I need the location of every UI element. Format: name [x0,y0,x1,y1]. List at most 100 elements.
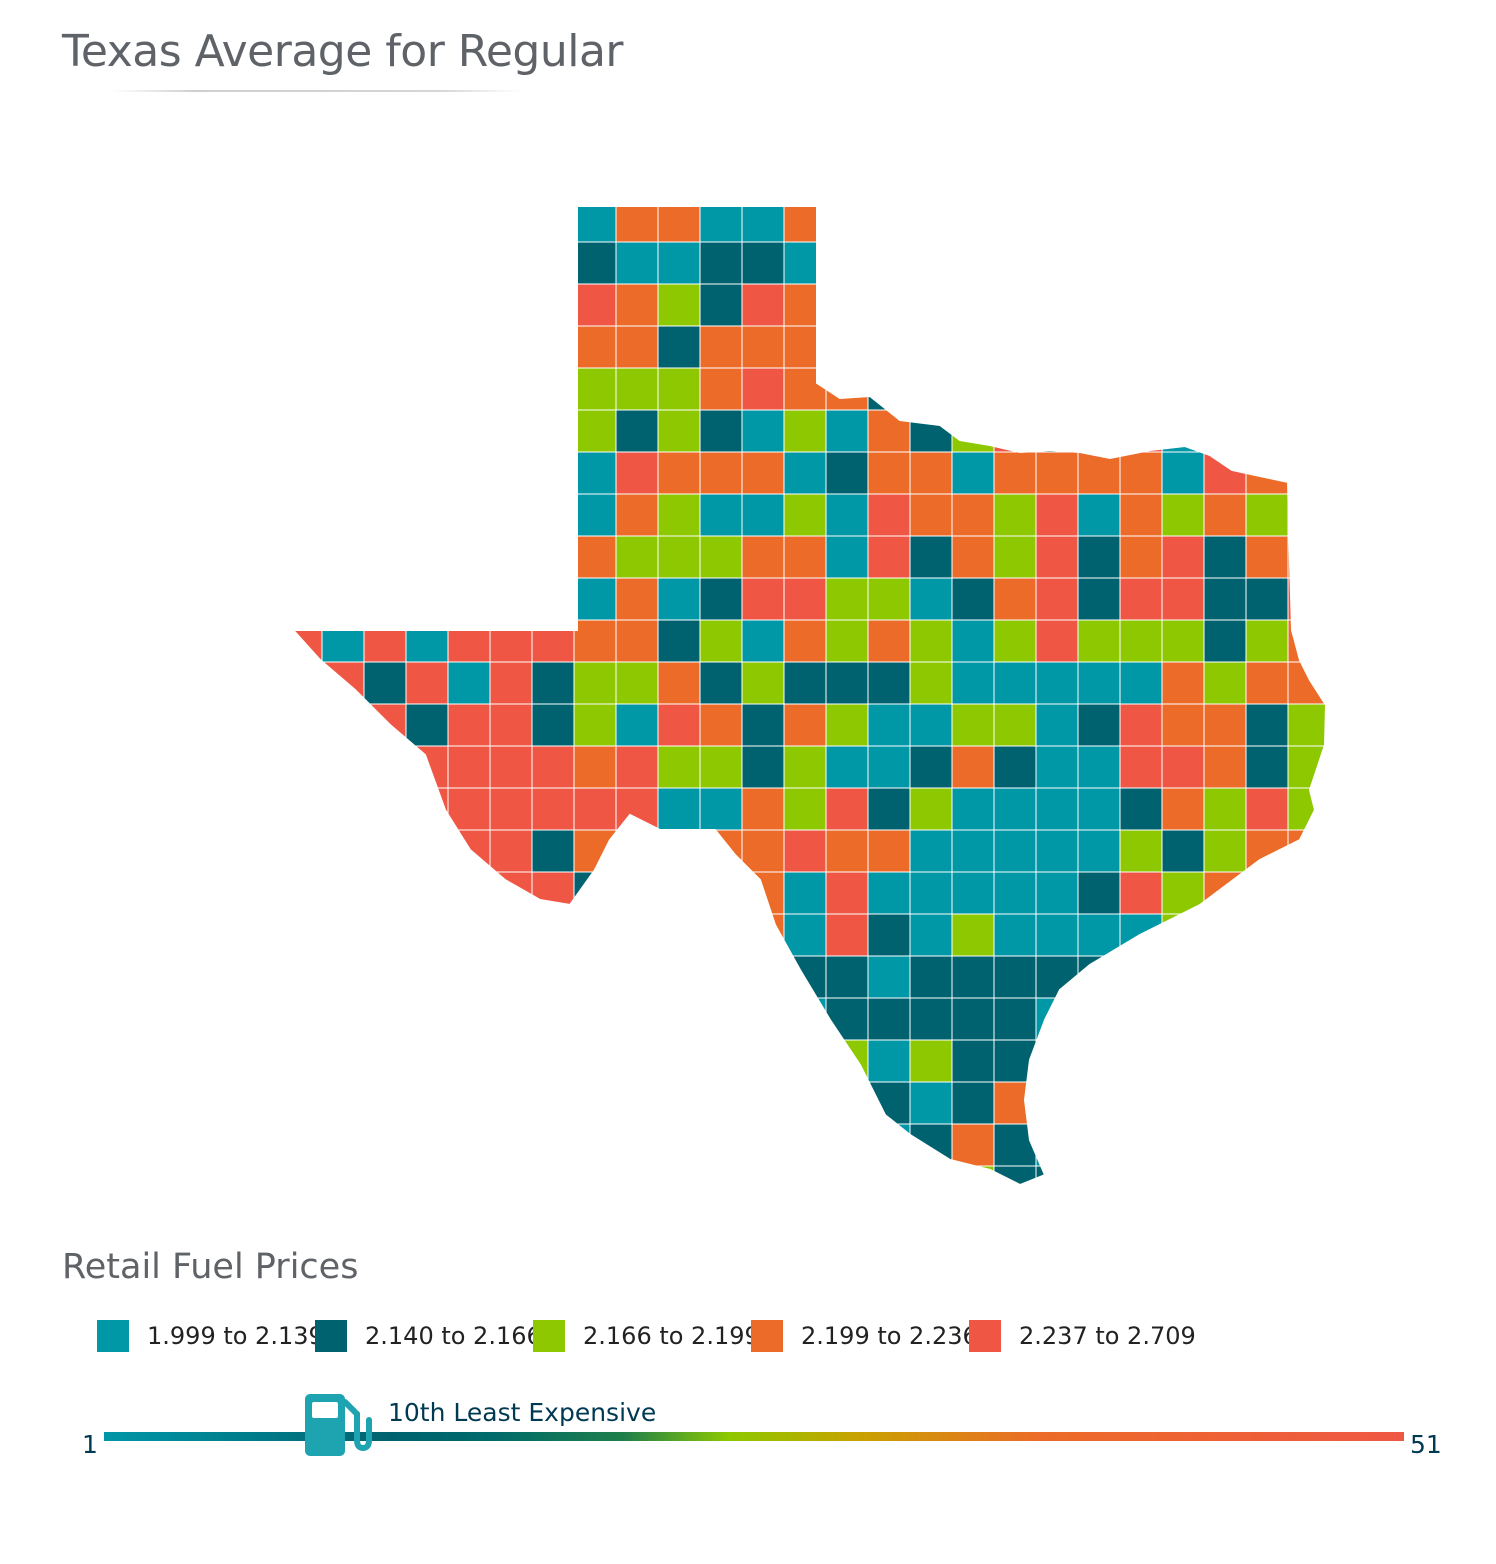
county-tile[interactable] [573,829,617,873]
county-tile[interactable] [1203,451,1247,495]
county-tile[interactable] [321,1081,365,1125]
county-tile[interactable] [489,955,533,999]
county-tile[interactable] [1119,955,1163,999]
county-tile[interactable] [489,451,533,495]
county-tile[interactable] [1330,788,1372,830]
county-tile[interactable] [531,703,575,747]
county-tile[interactable] [699,703,743,747]
county-tile[interactable] [1077,577,1121,621]
county-tile[interactable] [1287,1039,1330,1083]
county-tile[interactable] [1161,493,1205,537]
county-tile[interactable] [280,367,323,411]
county-tile[interactable] [280,1165,323,1208]
county-tile[interactable] [657,1039,701,1083]
county-tile[interactable] [1330,1082,1372,1124]
county-tile[interactable] [993,997,1037,1041]
county-tile[interactable] [447,955,491,999]
county-tile[interactable] [573,577,617,621]
county-tile[interactable] [993,1165,1037,1208]
county-tile[interactable] [1245,1081,1289,1125]
county-tile[interactable] [783,913,827,957]
county-tile[interactable] [909,325,953,369]
county-tile[interactable] [1035,535,1079,579]
county-tile[interactable] [783,409,827,453]
county-tile[interactable] [531,871,575,915]
county-tile[interactable] [405,1165,449,1208]
county-tile[interactable] [741,703,785,747]
county-tile[interactable] [1203,787,1247,831]
county-tile[interactable] [321,1165,365,1208]
county-tile[interactable] [1035,1165,1079,1208]
county-tile[interactable] [741,283,785,327]
county-tile[interactable] [1035,409,1079,453]
county-tile[interactable] [321,535,365,579]
county-tile[interactable] [1245,409,1289,453]
county-tile[interactable] [699,661,743,705]
county-tile[interactable] [783,367,827,411]
county-tile[interactable] [573,535,617,579]
county-tile[interactable] [1119,493,1163,537]
county-tile[interactable] [489,1081,533,1125]
county-tile[interactable] [1161,535,1205,579]
county-tiles[interactable] [280,200,1372,1240]
county-tile[interactable] [615,913,659,957]
county-tile[interactable] [994,1208,1036,1240]
county-tile[interactable] [993,451,1037,495]
county-tile[interactable] [280,493,323,537]
county-tile[interactable] [363,1081,407,1125]
county-tile[interactable] [1119,745,1163,789]
county-tile[interactable] [1287,200,1330,243]
county-tile[interactable] [741,1081,785,1125]
county-tile[interactable] [1287,1123,1330,1167]
county-tile[interactable] [615,1123,659,1167]
county-tile[interactable] [321,493,365,537]
county-tile[interactable] [1161,241,1205,285]
county-tile[interactable] [573,997,617,1041]
county-tile[interactable] [657,997,701,1041]
county-tile[interactable] [1203,703,1247,747]
county-tile[interactable] [1077,1039,1121,1083]
county-tile[interactable] [867,1165,911,1208]
county-tile[interactable] [1035,1123,1079,1167]
county-tile[interactable] [909,913,953,957]
county-tile[interactable] [1035,1081,1079,1125]
county-tile[interactable] [1161,703,1205,747]
county-tile[interactable] [1330,452,1372,494]
county-tile[interactable] [1077,283,1121,327]
county-tile[interactable] [909,241,953,285]
county-tile[interactable] [1203,200,1247,243]
county-tile[interactable] [531,409,575,453]
county-tile[interactable] [1245,451,1289,495]
county-tile[interactable] [489,577,533,621]
county-tile[interactable] [1245,619,1289,663]
county-tile[interactable] [573,913,617,957]
county-tile[interactable] [993,535,1037,579]
county-tile[interactable] [867,451,911,495]
county-tile[interactable] [574,1208,616,1240]
county-tile[interactable] [783,745,827,789]
county-tile[interactable] [867,241,911,285]
county-tile[interactable] [573,703,617,747]
county-tile[interactable] [489,493,533,537]
county-tile[interactable] [783,283,827,327]
county-tile[interactable] [909,1165,953,1208]
county-tile[interactable] [1203,955,1247,999]
county-tile[interactable] [1330,872,1372,914]
county-tile[interactable] [867,703,911,747]
county-tile[interactable] [1035,241,1079,285]
county-tile[interactable] [825,619,869,663]
county-tile[interactable] [993,871,1037,915]
county-tile[interactable] [699,493,743,537]
county-tile[interactable] [615,493,659,537]
county-tile[interactable] [615,871,659,915]
county-tile[interactable] [489,1165,533,1208]
county-tile[interactable] [993,241,1037,285]
county-tile[interactable] [447,325,491,369]
county-tile[interactable] [615,1165,659,1208]
county-tile[interactable] [1077,1081,1121,1125]
county-tile[interactable] [280,577,323,621]
county-tile[interactable] [1078,1208,1120,1240]
county-tile[interactable] [363,745,407,789]
county-tile[interactable] [1077,1165,1121,1208]
county-tile[interactable] [825,241,869,285]
